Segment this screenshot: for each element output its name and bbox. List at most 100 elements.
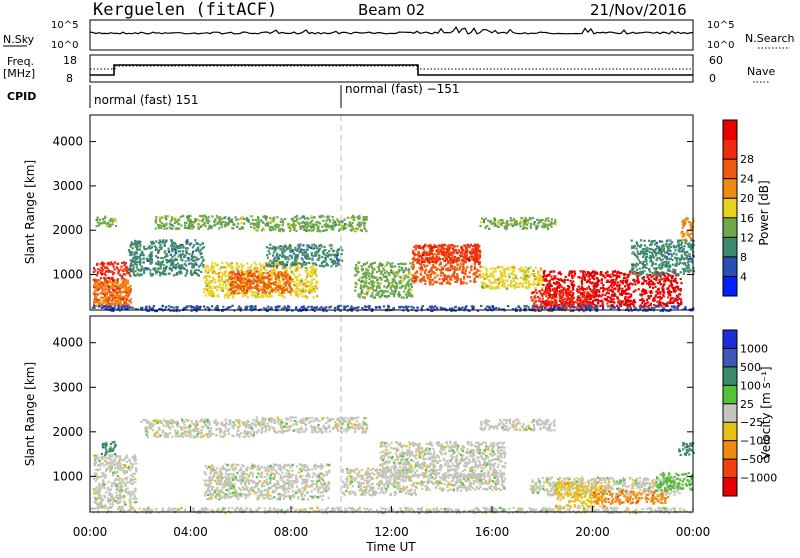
scatter-cell — [107, 271, 109, 273]
scatter-cell — [149, 272, 151, 274]
scatter-cell — [115, 290, 117, 292]
scatter-cell — [188, 263, 190, 265]
scatter-cell — [606, 281, 608, 283]
scatter-cell — [427, 261, 429, 263]
scatter-cell — [130, 264, 132, 266]
scatter-cell — [313, 216, 315, 218]
scatter-cell — [597, 301, 599, 303]
scatter-cell — [643, 300, 645, 302]
scatter-cell — [97, 271, 99, 273]
scatter-cell — [534, 287, 536, 289]
scatter-cell — [143, 246, 145, 248]
scatter-cell — [319, 248, 321, 250]
scatter-cell — [504, 268, 506, 270]
scatter-cell — [286, 264, 288, 266]
scatter-cell — [254, 291, 256, 293]
scatter-cell — [657, 296, 659, 298]
scatter-cell — [100, 284, 102, 286]
scatter-cell — [93, 267, 95, 269]
scatter-cell — [326, 252, 328, 254]
scatter-cell — [359, 217, 361, 219]
scatter-cell — [221, 277, 223, 279]
scatter-cell — [532, 281, 534, 283]
scatter-cell — [304, 224, 306, 226]
scatter-cell — [110, 285, 112, 287]
scatter-cell — [368, 266, 370, 268]
scatter-cell — [473, 259, 475, 261]
scatter-cell — [207, 292, 209, 294]
scatter-cell — [400, 263, 402, 265]
scatter-cell — [171, 216, 173, 218]
scatter-cell — [217, 222, 219, 224]
scatter-cell — [592, 300, 594, 302]
scatter-cell — [533, 223, 535, 225]
scatter-cell — [251, 275, 253, 277]
scatter-cell — [115, 220, 117, 222]
scatter-cell — [274, 289, 276, 291]
scatter-cell — [624, 277, 626, 279]
scatter-cell — [544, 220, 546, 222]
scatter-cell — [268, 278, 270, 280]
scatter-cell — [315, 281, 317, 283]
scatter-cell — [284, 218, 286, 220]
scatter-cell — [132, 247, 134, 249]
scatter-cell — [117, 278, 119, 280]
scatter-cell — [405, 275, 407, 277]
scatter-cell — [242, 273, 244, 275]
scatter-cell — [675, 300, 677, 302]
scatter-cell — [334, 260, 336, 262]
scatter-cell — [360, 229, 362, 231]
scatter-cell — [583, 274, 585, 276]
scatter-cell — [328, 225, 330, 227]
scatter-cell — [407, 276, 409, 278]
scatter-cell — [147, 260, 149, 262]
scatter-cell — [385, 276, 387, 278]
scatter-cell — [633, 279, 635, 281]
scatter-cell — [315, 255, 317, 257]
scatter-cell — [556, 282, 558, 284]
scatter-cell — [242, 265, 244, 267]
scatter-cell — [117, 282, 119, 284]
scatter-cell — [220, 289, 222, 291]
scatter-cell — [436, 256, 438, 258]
scatter-cell — [285, 276, 287, 278]
scatter-cell — [360, 284, 362, 286]
scatter-cell — [178, 255, 180, 257]
scatter-cell — [299, 226, 301, 228]
scatter-cell — [525, 266, 527, 268]
scatter-cell — [277, 226, 279, 228]
scatter-cell — [110, 303, 112, 305]
scatter-cell — [463, 253, 465, 255]
scatter-cell — [550, 290, 552, 292]
scatter-cell — [340, 253, 342, 255]
scatter-cell — [450, 279, 452, 281]
scatter-cell — [95, 298, 97, 300]
scatter-cell — [586, 281, 588, 283]
scatter-cell — [667, 273, 669, 275]
scatter-cell — [453, 267, 455, 269]
scatter-cell — [116, 266, 118, 268]
scatter-cell — [257, 227, 259, 229]
scatter-cell — [159, 244, 161, 246]
scatter-cell — [278, 224, 280, 226]
scatter-cell — [269, 260, 271, 262]
scatter-cell — [130, 298, 132, 300]
scatter-cell — [202, 260, 204, 262]
scatter-cell — [649, 286, 651, 288]
scatter-cell — [102, 297, 104, 299]
scatter-cell — [633, 299, 635, 301]
scatter-cell — [506, 280, 508, 282]
scatter-cell — [460, 255, 462, 257]
scatter-cell — [157, 251, 159, 253]
scatter-cell — [99, 280, 101, 282]
scatter-cell — [262, 272, 264, 274]
scatter-cell — [622, 282, 624, 284]
scatter-cell — [476, 244, 478, 246]
scatter-cell — [390, 269, 392, 271]
scatter-cell — [194, 272, 196, 274]
scatter-cell — [250, 226, 252, 228]
scatter-cell — [229, 265, 231, 267]
scatter-cell — [102, 292, 104, 294]
scatter-cell — [559, 284, 561, 286]
scatter-cell — [129, 285, 131, 287]
